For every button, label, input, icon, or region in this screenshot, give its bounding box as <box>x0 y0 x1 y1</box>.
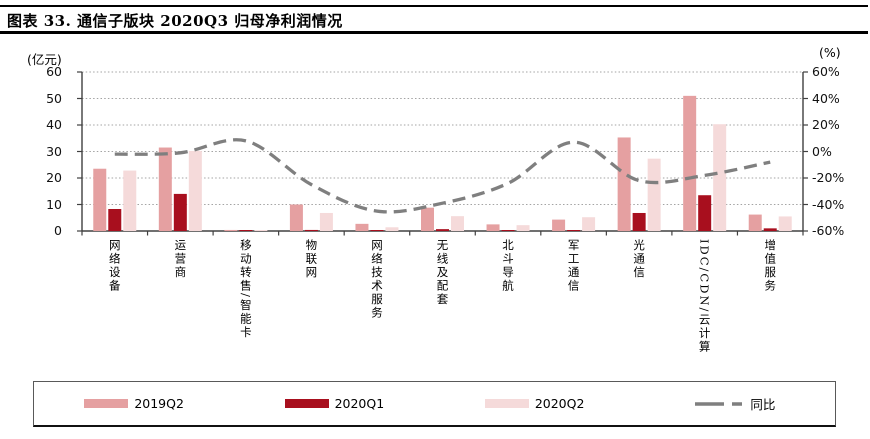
bar-2020Q1-9 <box>698 195 712 231</box>
bar-2019Q2-8 <box>617 137 631 231</box>
legend-item-2020q1: 2020Q1 <box>234 396 434 411</box>
bar-2020Q2-6 <box>516 225 530 231</box>
category-label: IDC/CDN/云计算 <box>697 239 712 354</box>
chart-plot-area <box>77 71 808 236</box>
bar-2020Q2-0 <box>123 170 137 231</box>
bar-2019Q2-9 <box>683 95 697 231</box>
right-axis-tick-label: 40% <box>812 90 840 106</box>
title-underline <box>0 31 868 34</box>
right-axis-tick-label: -20% <box>812 170 845 185</box>
bar-2020Q1-6 <box>501 230 515 231</box>
left-axis-tick-label: 20 <box>46 170 62 185</box>
bar-2020Q2-9 <box>713 124 727 231</box>
bar-2020Q1-4 <box>370 230 384 231</box>
legend-item-2020q2: 2020Q2 <box>435 396 635 411</box>
category-label: 网络设备 <box>107 239 122 293</box>
legend-label: 2019Q2 <box>134 396 184 411</box>
bar-2019Q2-7 <box>552 219 566 231</box>
dashed-line-icon <box>695 401 743 406</box>
top-rule <box>0 5 868 7</box>
left-axis-tick-label: 40 <box>46 117 62 132</box>
left-axis-tick-label: 10 <box>46 196 62 212</box>
category-label: 北斗导航 <box>501 239 516 293</box>
figure-title: 图表 33. 通信子版块 2020Q3 归母净利润情况 <box>7 12 343 30</box>
bar-2020Q1-0 <box>108 209 122 231</box>
bar-2020Q1-3 <box>304 229 318 231</box>
category-label: 增值服务 <box>763 239 778 293</box>
right-axis-tick-label: -40% <box>812 196 845 212</box>
right-axis-tick-label: -60% <box>812 223 845 238</box>
bar-2020Q2-1 <box>188 150 202 231</box>
legend-swatch-2019q2 <box>84 399 129 408</box>
legend-swatch-2020q2 <box>484 399 529 408</box>
bar-2020Q1-1 <box>173 193 187 231</box>
yoy-line <box>114 138 771 214</box>
legend-item-yoy: 同比 <box>635 394 835 413</box>
bar-2020Q1-5 <box>436 229 449 231</box>
bar-2020Q2-4 <box>385 227 399 231</box>
bar-2019Q2-6 <box>486 224 500 231</box>
left-axis-tick-label: 30 <box>46 143 62 159</box>
legend: 2019Q2 2020Q1 2020Q2 同比 <box>33 381 836 427</box>
category-label: 移动转售/智能卡 <box>238 239 253 340</box>
bar-2020Q1-10 <box>763 228 777 231</box>
bar-2020Q2-5 <box>451 216 464 231</box>
category-label: 无线及配套 <box>435 239 450 307</box>
left-axis-tick-label: 60 <box>46 64 62 79</box>
left-axis-unit-label: (亿元) <box>27 52 62 67</box>
legend-label: 2020Q2 <box>534 396 585 411</box>
right-axis-unit-label: (%) <box>819 45 841 60</box>
bar-2019Q2-5 <box>421 207 434 231</box>
legend-label: 2020Q1 <box>334 396 385 411</box>
bar-2019Q2-1 <box>158 147 172 231</box>
category-label: 网络技术服务 <box>369 239 384 320</box>
bar-2020Q2-7 <box>582 217 596 231</box>
category-label: 物联网 <box>304 239 319 280</box>
category-label: 军工通信 <box>566 239 581 293</box>
bar-2020Q2-2 <box>254 230 268 231</box>
bar-2019Q2-0 <box>93 168 107 231</box>
bar-2019Q2-10 <box>748 214 762 231</box>
category-label: 运营商 <box>173 239 188 280</box>
bar-2020Q2-10 <box>778 216 792 231</box>
left-axis-tick-label: 0 <box>54 223 62 238</box>
bar-2019Q2-4 <box>355 223 369 231</box>
bar-2020Q1-2 <box>239 230 253 231</box>
right-axis-tick-label: 0% <box>812 143 832 159</box>
bar-2020Q1-8 <box>632 212 646 231</box>
category-label: 光通信 <box>632 239 647 280</box>
bar-2020Q2-3 <box>319 212 333 231</box>
legend-item-2019q2: 2019Q2 <box>34 396 234 411</box>
right-axis-tick-label: 60% <box>812 64 840 79</box>
left-axis-tick-label: 50 <box>46 90 62 106</box>
bar-2019Q2-2 <box>224 229 238 231</box>
legend-label: 同比 <box>750 397 776 412</box>
bar-2020Q2-8 <box>647 158 661 231</box>
bar-2020Q1-7 <box>567 230 581 231</box>
right-axis-tick-label: 20% <box>812 117 840 132</box>
legend-swatch-2020q1 <box>284 399 329 408</box>
bar-2019Q2-3 <box>289 204 303 231</box>
